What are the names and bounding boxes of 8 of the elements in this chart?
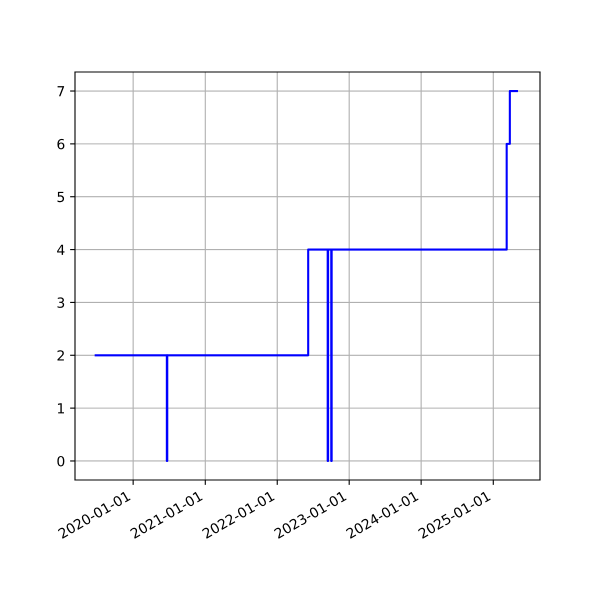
y-tick-label: 0 xyxy=(57,456,64,466)
y-tick-label: 2 xyxy=(57,350,64,361)
y-tick-label: 1 xyxy=(58,403,64,414)
y-tick-label: 3 xyxy=(58,297,64,308)
y-tick-label: 5 xyxy=(58,192,64,202)
y-tick-label: 7 xyxy=(58,86,64,96)
y-tick-label: 4 xyxy=(57,244,64,255)
y-tick-label: 6 xyxy=(57,138,64,150)
